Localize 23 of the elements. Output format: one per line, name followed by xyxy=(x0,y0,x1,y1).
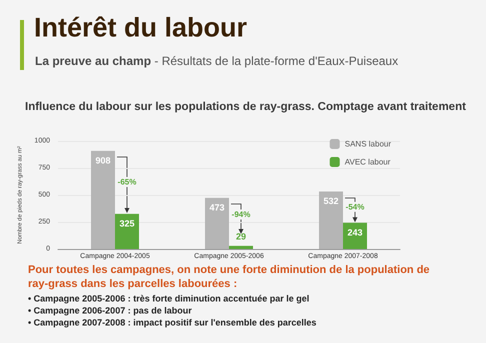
data-label: 29 xyxy=(236,231,246,242)
data-label: 325 xyxy=(119,218,135,228)
bar xyxy=(205,198,229,249)
text: Pour toutes les campagnes, on note une forte diminution de la population de ray-grass dans les parcelles labourées : xyxy=(28,264,433,290)
text: Influence du labour sur les populations de ray-grass. Comptage avant traitement xyxy=(25,101,466,113)
legend-label: SANS labour xyxy=(344,140,392,148)
annotation: -94% xyxy=(232,210,250,219)
data-label: 243 xyxy=(347,227,363,238)
bar xyxy=(319,192,343,249)
annotation: -65% xyxy=(118,178,136,187)
annotation: -54% xyxy=(346,202,364,212)
chart-title: Intérêt du labour xyxy=(34,12,248,42)
text: • Campagne 2005-2006 : très forte diminution accentuée par le gel xyxy=(28,294,310,304)
data-label: 532 xyxy=(323,196,339,206)
bar xyxy=(91,150,115,249)
bar xyxy=(115,214,139,249)
chart-subtitle: La preuve au champ - Résultats de la plate-forme d'Eaux-Puiseaux xyxy=(35,54,398,68)
text: • Campagne 2006-2007 : pas de labour xyxy=(28,306,192,316)
text: • Campagne 2007-2008 : impact positif sur l'ensemble des parcelles xyxy=(28,318,316,328)
bar xyxy=(229,246,253,249)
data-label: 908 xyxy=(95,155,111,166)
data-label: 473 xyxy=(209,202,225,212)
legend-label: AVEC labour xyxy=(344,158,391,166)
